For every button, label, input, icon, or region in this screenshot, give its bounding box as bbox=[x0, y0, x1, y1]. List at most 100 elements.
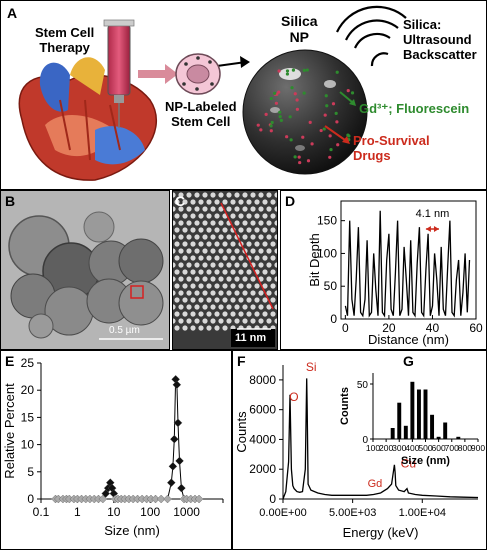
y-tick-label-d: 50 bbox=[324, 279, 338, 293]
lattice-dot bbox=[250, 248, 256, 254]
lattice-dot bbox=[242, 276, 248, 282]
np-dot bbox=[302, 91, 306, 95]
series-line-f bbox=[282, 378, 479, 500]
lattice-dot bbox=[266, 234, 272, 240]
lattice-dot bbox=[246, 199, 252, 205]
x-tick-label-e: 100 bbox=[140, 505, 160, 519]
x-axis-label-e: Size (nm) bbox=[104, 523, 160, 538]
lattice-dot bbox=[174, 199, 180, 205]
lattice-dot bbox=[234, 248, 240, 254]
np-dot bbox=[258, 127, 262, 131]
lattice-dot bbox=[210, 220, 216, 226]
panel-label-f: F bbox=[237, 353, 246, 369]
lattice-dot bbox=[270, 269, 276, 275]
np-dot bbox=[319, 128, 323, 132]
np-dot bbox=[279, 118, 283, 122]
lattice-dot bbox=[206, 283, 212, 289]
lattice-dot bbox=[178, 304, 184, 310]
x-axis-label-d: Distance (nm) bbox=[368, 332, 449, 347]
y-tick-label-f: 6000 bbox=[249, 403, 276, 417]
lattice-dot bbox=[230, 311, 236, 317]
x-tick-label-f: 1.00E+04 bbox=[399, 507, 446, 519]
lattice-dot bbox=[274, 290, 277, 296]
lattice-dot bbox=[202, 192, 208, 198]
x-tick-label-d: 20 bbox=[382, 321, 396, 335]
lattice-dot bbox=[194, 192, 200, 198]
lattice-dot bbox=[214, 199, 220, 205]
lattice-dot bbox=[242, 192, 248, 198]
np-dot bbox=[346, 88, 350, 92]
lattice-dot bbox=[210, 276, 216, 282]
lattice-dot bbox=[173, 304, 176, 310]
lattice-dot bbox=[178, 276, 184, 282]
np-dot bbox=[322, 126, 326, 131]
data-point-e bbox=[175, 456, 184, 466]
lattice-dot bbox=[274, 206, 277, 212]
lattice-dot bbox=[206, 297, 212, 303]
np-dot bbox=[324, 103, 328, 107]
lattice-dot bbox=[222, 325, 228, 331]
panel-label-a: A bbox=[7, 5, 18, 21]
x-tick-label-f: 5.00E+03 bbox=[329, 507, 376, 519]
lattice-dot bbox=[198, 283, 204, 289]
np-dot bbox=[269, 96, 273, 100]
lattice-dot bbox=[250, 276, 256, 282]
lattice-dot bbox=[226, 248, 232, 254]
x-tick-label-e: 1000 bbox=[173, 505, 200, 519]
lattice-dot bbox=[246, 311, 252, 317]
lattice-dot bbox=[250, 304, 256, 310]
lattice-dot bbox=[206, 325, 212, 331]
lattice-dot bbox=[250, 206, 256, 212]
panel-f: F 0.00E+00 5.00E+03 1.00E+04 0 2000 4000 6000 8… bbox=[232, 350, 487, 550]
peak-label-cu: Cu bbox=[401, 457, 416, 471]
lattice-dot bbox=[226, 262, 232, 268]
lattice-dot bbox=[190, 255, 196, 261]
bar-g bbox=[436, 436, 441, 439]
x-tick-label-e: 0.1 bbox=[33, 505, 50, 519]
lattice-dot bbox=[218, 304, 224, 310]
np-dot bbox=[335, 70, 339, 74]
np-dot bbox=[277, 68, 281, 73]
lattice-dot bbox=[274, 276, 277, 282]
lattice-dot bbox=[222, 227, 228, 233]
chart-f: 0.00E+00 5.00E+03 1.00E+040200040006000800… bbox=[234, 360, 485, 540]
lattice-dot bbox=[214, 241, 220, 247]
tem-image-c bbox=[173, 191, 277, 349]
lattice-dot bbox=[262, 255, 268, 261]
x-tick-label-d: 60 bbox=[469, 321, 483, 335]
bar-g bbox=[430, 414, 435, 439]
lattice-dot bbox=[230, 283, 236, 289]
lattice-dot bbox=[266, 192, 272, 198]
data-point-e bbox=[173, 418, 183, 428]
data-point-e bbox=[101, 489, 111, 498]
pro-survival-drugs-label: Pro-Survival Drugs bbox=[353, 133, 430, 163]
lattice-dot bbox=[250, 220, 256, 226]
lattice-dot bbox=[214, 297, 220, 303]
lattice-dot bbox=[234, 304, 240, 310]
arrow-left-head bbox=[425, 226, 431, 232]
lattice-dot bbox=[266, 206, 272, 212]
lattice-dot bbox=[178, 262, 184, 268]
syringe-illustration bbox=[103, 19, 134, 128]
np-dot bbox=[328, 133, 332, 137]
lattice-dot bbox=[234, 290, 240, 296]
data-point-e bbox=[168, 462, 178, 471]
lattice-dot bbox=[238, 311, 244, 317]
lattice-dot bbox=[174, 241, 180, 247]
lattice-dot bbox=[210, 318, 216, 324]
lattice-dot bbox=[218, 192, 224, 198]
lattice-dot bbox=[258, 234, 264, 240]
y-axis-label-g: Counts bbox=[339, 387, 351, 425]
lattice-dot bbox=[254, 283, 260, 289]
lattice-dot bbox=[222, 241, 228, 247]
bar-g bbox=[423, 389, 428, 439]
bar-g bbox=[416, 389, 421, 439]
np-dot bbox=[293, 154, 297, 158]
lattice-dot bbox=[226, 290, 232, 296]
lattice-dot bbox=[254, 297, 260, 303]
lattice-dot bbox=[242, 262, 248, 268]
lattice-dot bbox=[194, 290, 200, 296]
panel-e: E 0.1 1 10 100 1000 0 5 10 15 20 25 Size (nm) Relati… bbox=[0, 350, 232, 550]
lattice-dot bbox=[254, 255, 260, 261]
np-dot bbox=[302, 68, 306, 72]
